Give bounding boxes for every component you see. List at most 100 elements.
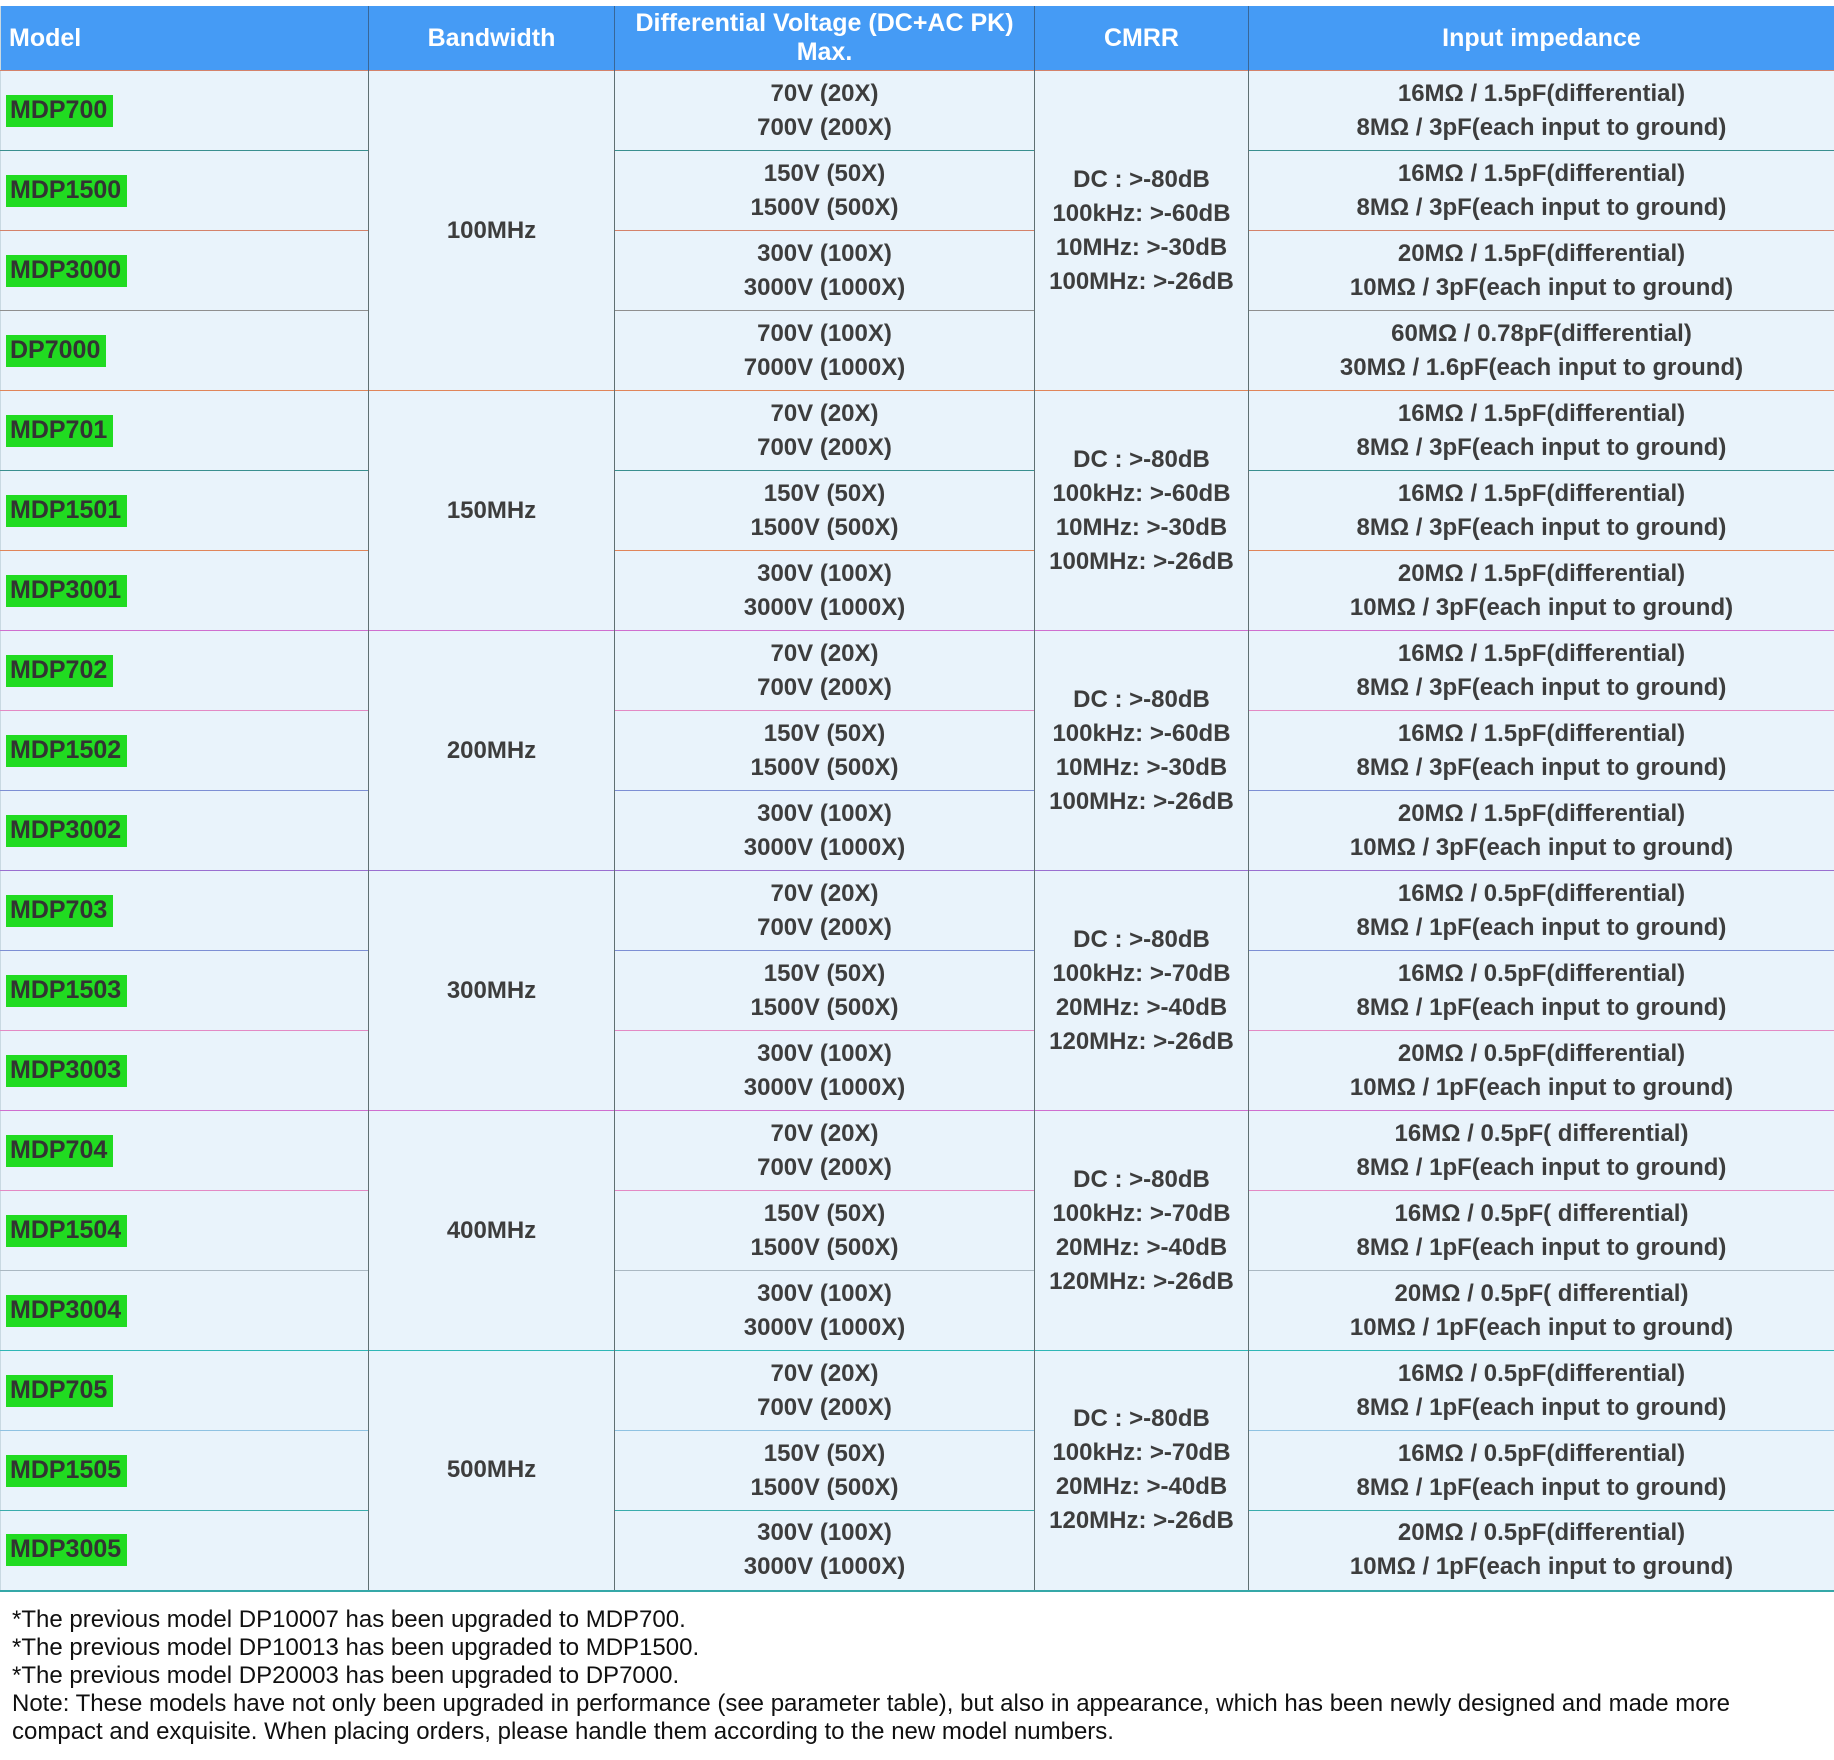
table-row: MDP701 150MHz 70V (20X) 700V (200X) DC :…	[0, 390, 1834, 631]
impedance-line: 8MΩ / 3pF(each input to ground)	[1356, 673, 1727, 701]
model-cell: MDP1505	[0, 1430, 369, 1511]
cmrr-line: 120MHz: >-26dB	[1049, 1507, 1234, 1535]
voltage-cell: 300V (100X) 3000V (1000X)	[614, 1030, 1035, 1111]
impedance-cell: 16MΩ / 0.5pF( differential) 8MΩ / 1pF(ea…	[1248, 1190, 1834, 1271]
model-cell: MDP705	[0, 1350, 369, 1431]
voltage-line: 1500V (500X)	[750, 1473, 899, 1501]
model-badge: MDP701	[6, 414, 114, 447]
model-cell: MDP3003	[0, 1030, 369, 1111]
cmrr-cell: DC : >-80dB 100kHz: >-70dB 20MHz: >-40dB…	[1034, 1110, 1249, 1351]
model-badge: MDP705	[6, 1374, 114, 1407]
impedance-cell: 16MΩ / 1.5pF(differential) 8MΩ / 3pF(eac…	[1248, 70, 1834, 151]
impedance-cell: 16MΩ / 0.5pF(differential) 8MΩ / 1pF(eac…	[1248, 1350, 1834, 1431]
impedance-cell: 16MΩ / 0.5pF(differential) 8MΩ / 1pF(eac…	[1248, 870, 1834, 951]
impedance-line: 10MΩ / 3pF(each input to ground)	[1349, 593, 1734, 621]
impedance-line: 20MΩ / 1.5pF(differential)	[1397, 239, 1686, 267]
impedance-line: 20MΩ / 1.5pF(differential)	[1397, 559, 1686, 587]
footnote: *The previous model DP10013 has been upg…	[12, 1633, 700, 1661]
voltage-line: 3000V (1000X)	[743, 833, 906, 861]
impedance-line: 8MΩ / 1pF(each input to ground)	[1356, 1473, 1727, 1501]
impedance-line: 10MΩ / 1pF(each input to ground)	[1349, 1073, 1734, 1101]
impedance-line: 10MΩ / 3pF(each input to ground)	[1349, 273, 1734, 301]
voltage-line: 1500V (500X)	[750, 753, 899, 781]
model-cell: MDP3005	[0, 1510, 369, 1591]
model-badge: MDP3005	[6, 1534, 128, 1567]
voltage-cell: 70V (20X) 700V (200X)	[614, 390, 1035, 471]
voltage-line: 300V (100X)	[757, 1039, 892, 1067]
impedance-line: 60MΩ / 0.78pF(differential)	[1391, 319, 1692, 347]
table-row: MDP1501 150V (50X) 1500V (500X) 16MΩ / 1…	[0, 470, 1834, 551]
voltage-cell: 300V (100X) 3000V (1000X)	[614, 790, 1035, 871]
impedance-line: 10MΩ / 3pF(each input to ground)	[1349, 833, 1734, 861]
model-cell: MDP1501	[0, 470, 369, 551]
model-cell: MDP3000	[0, 230, 369, 311]
voltage-line: 300V (100X)	[757, 559, 892, 587]
header-model: Model	[0, 6, 369, 71]
impedance-cell: 20MΩ / 1.5pF(differential) 10MΩ / 3pF(ea…	[1248, 230, 1834, 311]
impedance-cell: 16MΩ / 1.5pF(differential) 8MΩ / 3pF(eac…	[1248, 710, 1834, 791]
impedance-cell: 16MΩ / 1.5pF(differential) 8MΩ / 3pF(eac…	[1248, 390, 1834, 471]
footnote: *The previous model DP20003 has been upg…	[12, 1661, 680, 1689]
header-row: Model Bandwidth Differential Voltage (DC…	[0, 6, 1834, 71]
model-cell: MDP1500	[0, 150, 369, 231]
model-cell: MDP702	[0, 630, 369, 711]
cmrr-line: 100kHz: >-60dB	[1052, 719, 1231, 747]
voltage-line: 3000V (1000X)	[743, 1313, 906, 1341]
voltage-line: 300V (100X)	[757, 1519, 892, 1547]
impedance-line: 16MΩ / 1.5pF(differential)	[1397, 639, 1686, 667]
impedance-cell: 16MΩ / 1.5pF(differential) 8MΩ / 3pF(eac…	[1248, 150, 1834, 231]
table-row: MDP1503 150V (50X) 1500V (500X) 16MΩ / 0…	[0, 950, 1834, 1031]
voltage-line: 150V (50X)	[763, 479, 886, 507]
table-row: MDP3004 300V (100X) 3000V (1000X) 20MΩ /…	[0, 1270, 1834, 1351]
spec-table: Model Bandwidth Differential Voltage (DC…	[0, 6, 1834, 1592]
cmrr-line: 100MHz: >-26dB	[1049, 547, 1234, 575]
cmrr-line: DC : >-80dB	[1073, 1165, 1210, 1193]
footnote: Note: These models have not only been up…	[12, 1689, 1730, 1745]
model-cell: DP7000	[0, 310, 369, 391]
voltage-cell: 300V (100X) 3000V (1000X)	[614, 550, 1035, 631]
table-row: MDP3000 300V (100X) 3000V (1000X) 20MΩ /…	[0, 230, 1834, 311]
model-badge: DP7000	[6, 334, 107, 367]
bandwidth-cell: 500MHz	[368, 1350, 615, 1591]
cmrr-line: 10MHz: >-30dB	[1055, 233, 1228, 261]
voltage-cell: 70V (20X) 700V (200X)	[614, 1350, 1035, 1431]
voltage-line: 70V (20X)	[770, 1359, 879, 1387]
voltage-cell: 300V (100X) 3000V (1000X)	[614, 1270, 1035, 1351]
impedance-line: 8MΩ / 3pF(each input to ground)	[1356, 193, 1727, 221]
impedance-cell: 16MΩ / 0.5pF( differential) 8MΩ / 1pF(ea…	[1248, 1110, 1834, 1191]
header-bandwidth: Bandwidth	[368, 6, 615, 71]
model-cell: MDP704	[0, 1110, 369, 1191]
voltage-line: 70V (20X)	[770, 399, 879, 427]
impedance-line: 16MΩ / 1.5pF(differential)	[1397, 719, 1686, 747]
cmrr-line: 100kHz: >-70dB	[1052, 959, 1231, 987]
voltage-line: 700V (200X)	[757, 433, 892, 461]
voltage-line: 300V (100X)	[757, 799, 892, 827]
cmrr-line: 100MHz: >-26dB	[1049, 267, 1234, 295]
table-row: MDP1500 150V (50X) 1500V (500X) 16MΩ / 1…	[0, 150, 1834, 231]
table-row: MDP3002 300V (100X) 3000V (1000X) 20MΩ /…	[0, 790, 1834, 871]
bandwidth-cell: 400MHz	[368, 1110, 615, 1351]
voltage-cell: 150V (50X) 1500V (500X)	[614, 710, 1035, 791]
voltage-line: 700V (200X)	[757, 1153, 892, 1181]
voltage-cell: 300V (100X) 3000V (1000X)	[614, 1510, 1035, 1591]
impedance-line: 20MΩ / 0.5pF(differential)	[1397, 1519, 1686, 1547]
voltage-line: 700V (100X)	[757, 319, 892, 347]
voltage-cell: 150V (50X) 1500V (500X)	[614, 150, 1035, 231]
voltage-line: 300V (100X)	[757, 239, 892, 267]
model-badge: MDP3001	[6, 574, 128, 607]
impedance-line: 8MΩ / 1pF(each input to ground)	[1356, 1233, 1727, 1261]
cmrr-line: DC : >-80dB	[1073, 925, 1210, 953]
impedance-cell: 20MΩ / 1.5pF(differential) 10MΩ / 3pF(ea…	[1248, 550, 1834, 631]
bandwidth-cell: 100MHz	[368, 70, 615, 391]
voltage-cell: 70V (20X) 700V (200X)	[614, 1110, 1035, 1191]
impedance-line: 16MΩ / 0.5pF(differential)	[1397, 1359, 1686, 1387]
model-badge: MDP3003	[6, 1054, 128, 1087]
model-badge: MDP3004	[6, 1294, 128, 1327]
model-badge: MDP1505	[6, 1454, 128, 1487]
model-badge: MDP1502	[6, 734, 128, 767]
model-cell: MDP1504	[0, 1190, 369, 1271]
impedance-line: 16MΩ / 0.5pF(differential)	[1397, 879, 1686, 907]
impedance-line: 16MΩ / 1.5pF(differential)	[1397, 479, 1686, 507]
cmrr-line: 20MHz: >-40dB	[1055, 993, 1228, 1021]
